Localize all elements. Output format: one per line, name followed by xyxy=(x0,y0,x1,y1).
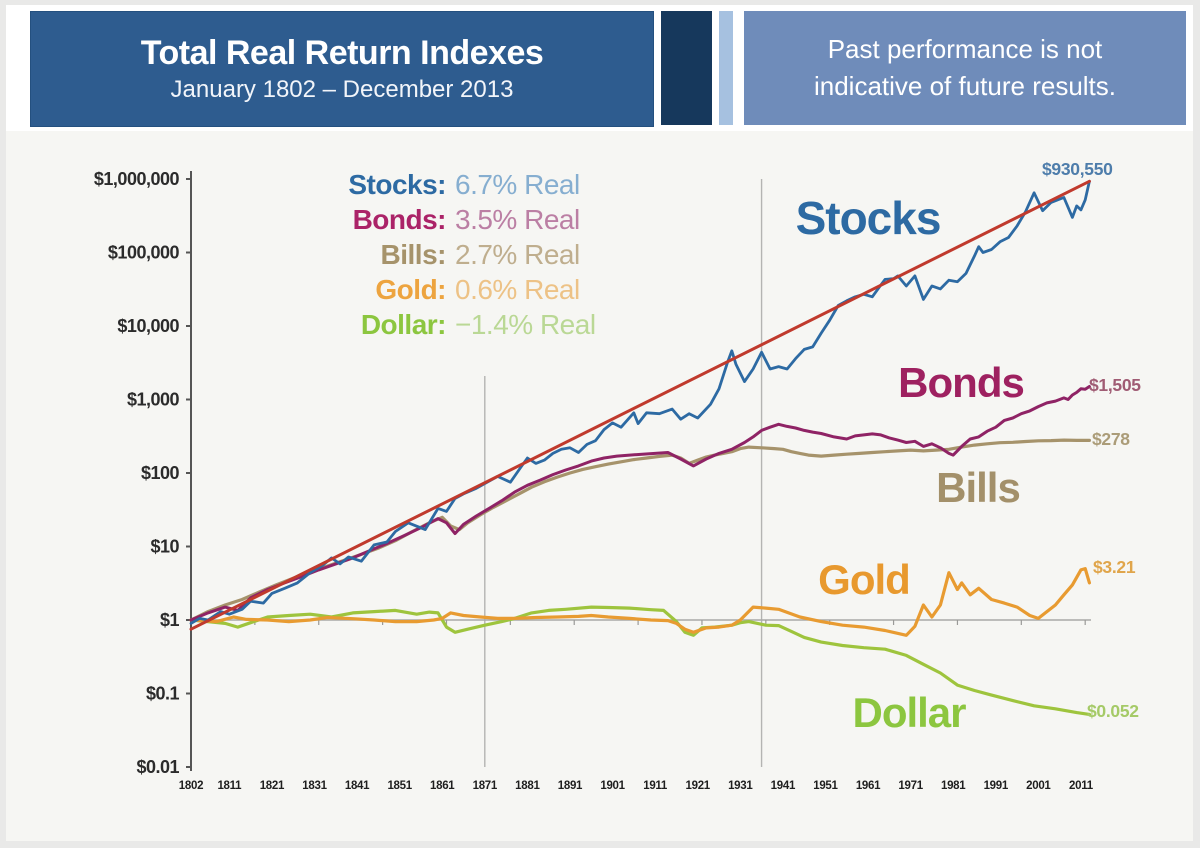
x-axis-label-1851: 1851 xyxy=(387,780,412,792)
x-axis-label-1901: 1901 xyxy=(600,780,625,792)
legend-value-bills: 2.7% Real xyxy=(455,239,580,270)
series-line-dollar xyxy=(189,605,1091,716)
legend-name-bills: Bills: xyxy=(380,239,447,270)
x-axis-label-1802: 1802 xyxy=(179,780,203,792)
x-axis-label-1821: 1821 xyxy=(260,780,285,792)
x-axis-label-1871: 1871 xyxy=(473,780,498,792)
legend-value-stocks: 6.7% Real xyxy=(455,169,580,200)
disclaimer-line-2: indicative of future results. xyxy=(813,71,1117,101)
y-axis-label-$1,000,000: $1,000,000 xyxy=(94,169,180,189)
series-label-gold: Gold xyxy=(818,556,910,603)
disclaimer-line-1: Past performance is not xyxy=(827,34,1103,65)
y-axis-label-$10: $10 xyxy=(150,537,179,557)
x-axis-label-1981: 1981 xyxy=(941,780,966,792)
return-index-chart: $1,000,000 $100,000 $10,000 $1,000 $100 $10 $1… xyxy=(94,159,1142,792)
lightblue-accent-bar xyxy=(719,11,733,125)
legend-name-dollar: Dollar: xyxy=(360,309,447,340)
end-value-label-dollar: $0.052 xyxy=(1087,701,1139,721)
series-line-gold xyxy=(189,567,1091,637)
series-label-bonds: Bonds xyxy=(898,359,1024,406)
y-axis-label-$0.01: $0.01 xyxy=(136,757,179,777)
x-axis-label-1971: 1971 xyxy=(898,780,923,792)
end-value-label-bonds: $1,505 xyxy=(1089,375,1141,395)
legend-name-bonds: Bonds: xyxy=(352,204,447,235)
legend-value-dollar: −1.4% Real xyxy=(455,309,596,340)
x-axis-label-2001: 2001 xyxy=(1026,780,1051,792)
end-value-label-bills: $278 xyxy=(1092,429,1130,449)
legend-value-bonds: 3.5% Real xyxy=(455,204,580,235)
series-label-bills: Bills xyxy=(936,464,1020,511)
x-axis-label-1861: 1861 xyxy=(430,780,455,792)
x-axis-label-1811: 1811 xyxy=(217,780,242,792)
series-label-dollar: Dollar xyxy=(852,689,966,736)
y-axis-label-$10,000: $10,000 xyxy=(117,316,179,336)
title-box: Total Real Return Indexes January 1802 –… xyxy=(30,11,654,127)
end-value-label-gold: $3.21 xyxy=(1093,557,1136,577)
legend-value-gold: 0.6% Real xyxy=(455,274,580,305)
x-axis-label-1991: 1991 xyxy=(984,780,1009,792)
legend-name-stocks: Stocks: xyxy=(348,169,446,200)
x-axis-label-1921: 1921 xyxy=(686,780,711,792)
x-axis-label-2011: 2011 xyxy=(1069,780,1094,792)
stocks-trend-line xyxy=(189,179,1091,631)
x-axis-label-1841: 1841 xyxy=(345,780,370,792)
chart-legend: Stocks: 6.7% Real Bonds: 3.5% Real Bills: 2.7… xyxy=(234,167,654,342)
x-axis-label-1941: 1941 xyxy=(771,780,796,792)
x-axis-label-1911: 1911 xyxy=(643,780,668,792)
x-axis-label-1961: 1961 xyxy=(856,780,881,792)
series-line-bonds xyxy=(189,385,1091,622)
content-card: Total Real Return Indexes January 1802 –… xyxy=(6,5,1193,841)
navy-accent-bar xyxy=(661,11,712,125)
page-subtitle: January 1802 – December 2013 xyxy=(170,75,514,103)
x-axis-label-1831: 1831 xyxy=(302,780,327,792)
y-axis-label-$100: $100 xyxy=(141,463,180,483)
x-axis-label-1881: 1881 xyxy=(515,780,540,792)
disclaimer-box: Past performance is not indicative of fu… xyxy=(744,11,1186,125)
series-line-stocks xyxy=(189,179,1091,625)
y-axis-label-$1: $1 xyxy=(160,610,180,630)
x-axis-label-1891: 1891 xyxy=(558,780,583,792)
end-value-label-stocks: $930,550 xyxy=(1042,159,1113,179)
chart-panel: $1,000,000 $100,000 $10,000 $1,000 $100 $10 $1… xyxy=(6,131,1193,841)
y-axis-label-$0.1: $0.1 xyxy=(146,684,180,704)
x-axis-label-1931: 1931 xyxy=(728,780,753,792)
x-axis-label-1951: 1951 xyxy=(813,780,838,792)
y-axis-label-$1,000: $1,000 xyxy=(127,390,180,410)
y-axis-label-$100,000: $100,000 xyxy=(108,243,180,263)
series-label-stocks: Stocks xyxy=(796,192,941,244)
page-title: Total Real Return Indexes xyxy=(140,34,544,73)
legend-name-gold: Gold: xyxy=(375,274,446,305)
